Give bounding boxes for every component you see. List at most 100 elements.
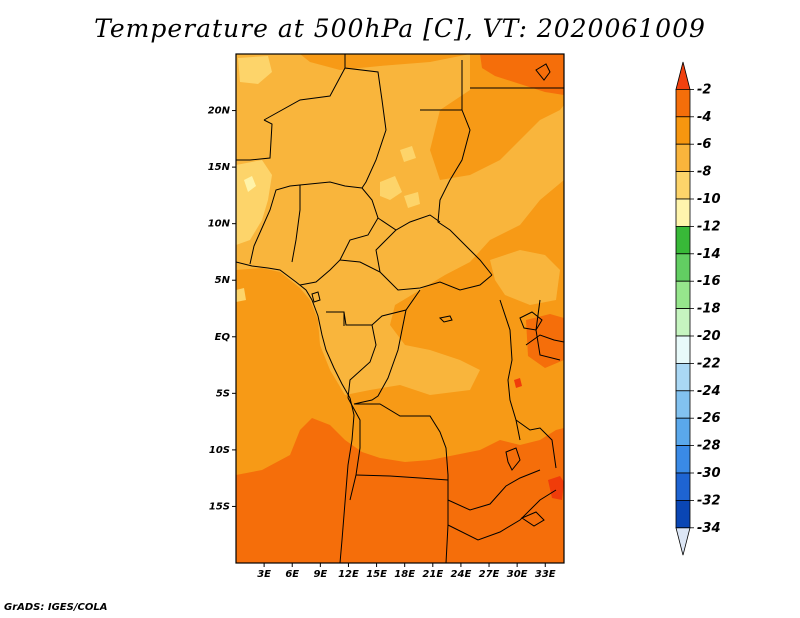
- colorbar-bottom-arrow: [675, 527, 691, 556]
- lat-tick-label: 15S: [209, 501, 230, 512]
- lake-outline: [519, 311, 543, 331]
- colorbar-segment: [675, 417, 691, 447]
- colorbar-segment: [675, 253, 691, 282]
- field-band-m4-m2: [236, 418, 564, 563]
- border-line: [347, 397, 361, 501]
- border-line: [515, 419, 557, 469]
- colorbar-label: -30: [697, 466, 721, 481]
- colorbar-label: -8: [697, 165, 711, 180]
- colorbar-segment: [675, 472, 691, 501]
- field-band-m10-m8: [380, 176, 402, 200]
- field-band-m8-m6-east: [490, 250, 560, 305]
- lat-tick-label: EQ: [215, 332, 231, 343]
- field-band-m12-m10: [244, 176, 256, 192]
- lon-tick-label: 27E: [479, 569, 500, 580]
- colorbar-segment: [675, 308, 691, 337]
- border-line: [447, 469, 541, 511]
- colorbar-segment: [675, 171, 691, 200]
- lon-tick-label: 15E: [366, 569, 387, 580]
- lat-tick-label: 10S: [209, 445, 230, 456]
- field-band-m10-m8: [236, 288, 246, 302]
- border-line: [347, 324, 377, 399]
- border-line: [355, 474, 449, 481]
- colorbar-segment: [675, 499, 691, 529]
- border-line: [339, 259, 493, 291]
- border-line: [525, 334, 564, 346]
- border-line: [236, 119, 273, 161]
- lake-outline: [311, 291, 321, 303]
- colorbar-label: -14: [697, 247, 721, 262]
- colorbar-label: -28: [697, 439, 721, 454]
- colorbar: -2 -4 -6 -8 -10 -12 -14 -16 -18 -20 -22 -24 -26 -28 -3…: [675, 61, 721, 556]
- colorbar-top-arrow: [675, 61, 691, 90]
- lake-outline: [438, 315, 453, 323]
- border-line: [535, 299, 561, 361]
- colorbar-segment: [675, 445, 691, 474]
- colorbar-segment: [675, 280, 691, 310]
- border-line: [249, 181, 363, 265]
- field-band-m8-m6: [236, 54, 564, 395]
- border-line: [291, 185, 301, 263]
- field-band-m4-m2-east: [526, 314, 564, 368]
- lon-tick-label: 21E: [422, 569, 443, 580]
- colorbar-segment: [675, 143, 691, 172]
- colorbar-segment: [675, 390, 691, 419]
- colorbar-segment: [675, 198, 691, 227]
- border-line: [375, 229, 397, 273]
- latitude-axis: 20N 15N 10N 5N EQ 5S 10S 15S: [208, 106, 236, 512]
- colorbar-label: -2: [697, 82, 711, 97]
- map-title: Temperature at 500hPa [C], VT: 202006100…: [94, 14, 706, 43]
- grads-credit: GrADS: IGES/COLA: [4, 602, 108, 613]
- colorbar-segment: [675, 116, 691, 145]
- border-line: [263, 67, 346, 121]
- lat-tick-label: 10N: [208, 219, 231, 230]
- colorbar-segment: [675, 335, 691, 364]
- field-band-lt-m2: [514, 378, 522, 388]
- colorbar-segment: [675, 89, 691, 118]
- border-line: [354, 403, 449, 563]
- colorbar-label: -22: [697, 356, 721, 371]
- lon-tick-label: 6E: [285, 569, 299, 580]
- field-band-m10-m8: [238, 56, 272, 84]
- lake-outline: [520, 511, 545, 527]
- colorbar-label: -34: [697, 521, 721, 536]
- border-line: [377, 214, 441, 231]
- colorbar-label: -6: [697, 137, 711, 152]
- colorbar-label: -26: [697, 411, 721, 426]
- colorbar-label: -18: [697, 302, 721, 317]
- colorbar-label: -32: [697, 493, 721, 508]
- border-line: [344, 54, 387, 189]
- lat-tick-label: 20N: [208, 106, 231, 117]
- colorbar-label: -16: [697, 274, 721, 289]
- lon-tick-label: 30E: [507, 569, 528, 580]
- field-band-m4-m2-north: [480, 54, 564, 95]
- lon-tick-label: 33E: [535, 569, 556, 580]
- colorbar-label: -24: [697, 384, 721, 399]
- colorbar-segment: [675, 362, 691, 392]
- coastline: [236, 261, 355, 563]
- longitude-axis: 3E 6E 9E 12E 15E 18E 21E 24E 27E 30E 33E: [257, 563, 556, 580]
- border-line: [447, 489, 557, 541]
- lon-tick-label: 24E: [451, 569, 472, 580]
- lat-tick-label: 5N: [215, 275, 231, 286]
- colorbar-label: -10: [697, 192, 721, 207]
- colorbar-label: -4: [697, 110, 711, 125]
- field-band-m10-m8: [400, 146, 416, 162]
- lon-tick-label: 3E: [257, 569, 271, 580]
- lake-outline: [505, 447, 521, 471]
- field-band-m10-m8: [404, 192, 420, 208]
- country-borders: [236, 54, 564, 563]
- lat-tick-label: 5S: [216, 388, 230, 399]
- lat-tick-label: 15N: [208, 162, 231, 173]
- lon-tick-label: 12E: [338, 569, 359, 580]
- colorbar-segment: [675, 225, 691, 255]
- border-line: [353, 309, 407, 405]
- colorbar-label: -12: [697, 219, 721, 234]
- temperature-field: [236, 54, 564, 563]
- colorbar-label: -20: [697, 329, 721, 344]
- lake-outline: [535, 63, 551, 81]
- border-line: [299, 187, 379, 286]
- lon-tick-label: 9E: [313, 569, 327, 580]
- border-line: [437, 109, 493, 276]
